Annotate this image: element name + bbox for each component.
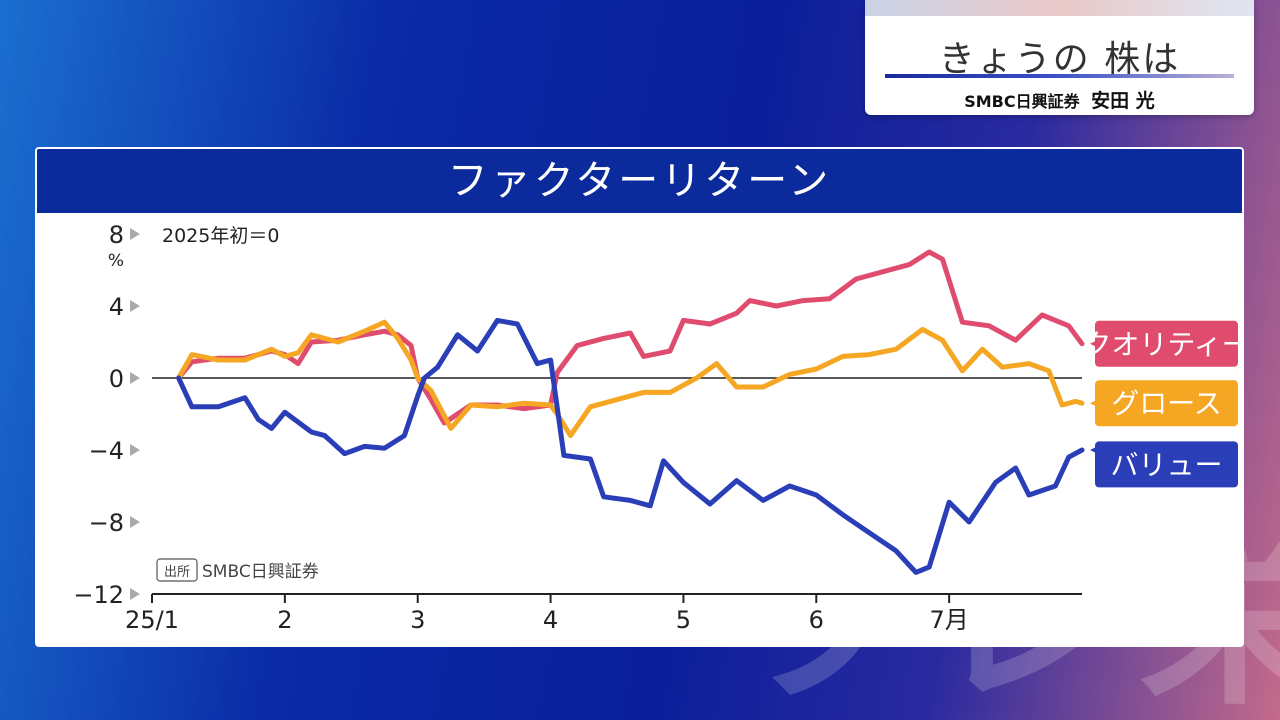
legend-label-growth: グロース xyxy=(1111,387,1222,420)
chart-panel: ファクターリターン 8 4 0 −4 −8 −12% 2025年初＝0 25/1 2 3 4 5 6 7月… xyxy=(35,147,1244,647)
y-tick-marker xyxy=(130,372,140,384)
guest-name: 安田 光 xyxy=(1091,90,1155,112)
x-tick-label: 3 xyxy=(410,606,425,634)
y-tick-label: −8 xyxy=(89,509,124,537)
y-tick-label: 8 xyxy=(109,221,124,249)
x-tick-label: 6 xyxy=(809,606,824,634)
x-tick-label: 4 xyxy=(543,606,558,634)
x-tick-label: 2 xyxy=(277,606,292,634)
y-tick-marker xyxy=(130,228,140,240)
x-tick-label: 25/1 xyxy=(125,606,179,634)
series-line-value xyxy=(176,317,1085,575)
legend-box-quality xyxy=(1095,320,1238,367)
y-tick-marker xyxy=(130,444,140,456)
title-underline xyxy=(885,74,1234,78)
legend-box-growth xyxy=(1095,380,1238,427)
y-tick-marker xyxy=(130,588,140,600)
x-tick-label: 5 xyxy=(676,606,691,634)
legend-label-value: バリュー xyxy=(1110,448,1222,481)
source-badge-label: 出所 xyxy=(164,565,190,580)
source-label: SMBC日興証券 xyxy=(202,562,319,582)
y-tick-label: −4 xyxy=(89,437,124,465)
chart-note: 2025年初＝0 xyxy=(162,225,279,247)
legend-box-value xyxy=(1095,441,1238,488)
program-title: きょうの 株は xyxy=(938,39,1181,80)
factor-return-chart: 8 4 0 −4 −8 −12% 2025年初＝0 25/1 2 3 4 5 6 7月 クオリティーグロース… xyxy=(73,221,1242,634)
legend-label-quality: クオリティー xyxy=(1083,328,1242,361)
title-card-topbar xyxy=(865,0,1254,16)
y-tick-label: 0 xyxy=(109,365,124,393)
y-tick-marker xyxy=(130,516,140,528)
source-badge xyxy=(156,558,198,582)
series-line-quality xyxy=(176,249,1085,426)
y-tick-label: 4 xyxy=(109,293,124,321)
program-title-card: きょうの 株は SMBC日興証券 安田 光 xyxy=(865,0,1254,115)
y-axis-unit: % xyxy=(108,251,124,271)
y-tick-marker xyxy=(130,300,140,312)
chart-title: ファクターリターン xyxy=(37,149,1242,213)
guest-organization: SMBC日興証券 xyxy=(964,92,1080,111)
guest-caption: SMBC日興証券 安田 光 xyxy=(865,86,1254,113)
x-tick-label: 7月 xyxy=(930,606,969,634)
series-line-growth xyxy=(176,319,1085,439)
y-tick-label: −12 xyxy=(73,581,124,609)
